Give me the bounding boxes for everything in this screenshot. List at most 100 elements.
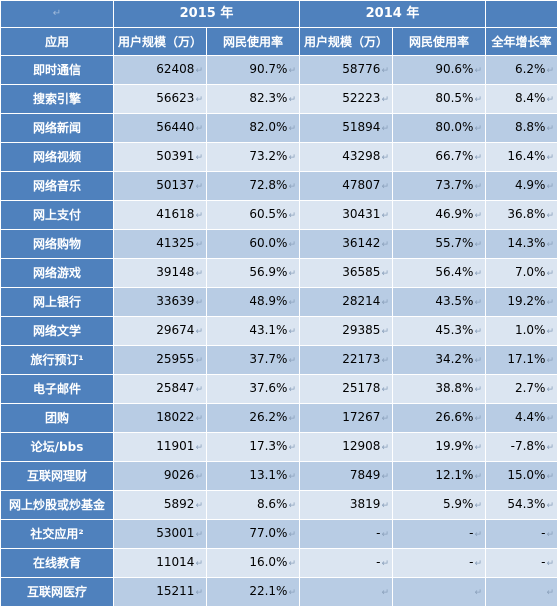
col-header-app: 应用 — [1, 28, 114, 56]
users-2014-cell: 43298↵ — [300, 143, 393, 172]
growth-text: 17.1% — [507, 352, 545, 366]
growth-cell: 15.0%↵ — [486, 462, 557, 491]
rate-2015-text: 56.9% — [249, 265, 287, 279]
paragraph-mark-icon: ↵ — [195, 211, 203, 221]
growth-text: 16.4% — [507, 149, 545, 163]
rate-2014-text: 26.6% — [435, 410, 473, 424]
users-2015-cell: 41618↵ — [114, 201, 207, 230]
rate-2014-text: - — [469, 555, 473, 569]
users-2015-text: 15211 — [156, 584, 194, 598]
paragraph-mark-icon: ↵ — [288, 414, 296, 424]
users-2014-cell: 7849↵ — [300, 462, 393, 491]
users-2015-cell: 56440↵ — [114, 114, 207, 143]
paragraph-mark-icon: ↵ — [474, 298, 482, 308]
rate-2014-cell: 26.6%↵ — [393, 404, 486, 433]
rate-2015-cell: 60.0%↵ — [207, 230, 300, 259]
paragraph-mark-icon: ↵ — [546, 559, 554, 569]
rate-2014-cell: -↵ — [393, 520, 486, 549]
users-2014-text: 36585 — [342, 265, 380, 279]
users-2015-text: 25955 — [156, 352, 194, 366]
users-2014-cell: 22173↵ — [300, 346, 393, 375]
rate-2014-text: 66.7% — [435, 149, 473, 163]
app-name-cell: 论坛/bbs — [1, 433, 114, 462]
users-2014-text: 25178 — [342, 381, 380, 395]
rate-2014-text: 55.7% — [435, 236, 473, 250]
paragraph-mark-icon: ↵ — [288, 559, 296, 569]
rate-2014-text: 45.3% — [435, 323, 473, 337]
growth-cell: 8.8%↵ — [486, 114, 557, 143]
app-name-cell: 电子邮件 — [1, 375, 114, 404]
rate-2015-cell: 60.5%↵ — [207, 201, 300, 230]
paragraph-mark-icon: ↵ — [474, 211, 482, 221]
users-2014-cell: 30431↵ — [300, 201, 393, 230]
users-2015-cell: 29674↵ — [114, 317, 207, 346]
users-2014-cell: 28214↵ — [300, 288, 393, 317]
rate-2014-cell: 90.6%↵ — [393, 56, 486, 85]
growth-text: 19.2% — [507, 294, 545, 308]
users-2015-text: 39148 — [156, 265, 194, 279]
rate-2015-cell: 82.0%↵ — [207, 114, 300, 143]
paragraph-mark-icon: ↵ — [546, 356, 554, 366]
users-2014-cell: 25178↵ — [300, 375, 393, 404]
users-2015-text: 41618 — [156, 207, 194, 221]
paragraph-mark-icon: ↵ — [288, 211, 296, 221]
rate-2014-cell: 80.5%↵ — [393, 85, 486, 114]
rate-2015-cell: 90.7%↵ — [207, 56, 300, 85]
col-header-users-2015: 用户规模（万） — [114, 28, 207, 56]
col-header-rate-2015: 网民使用率 — [207, 28, 300, 56]
paragraph-mark-icon: ↵ — [546, 414, 554, 424]
app-name-text: 网上支付 — [33, 208, 81, 222]
users-2015-cell: 56623↵ — [114, 85, 207, 114]
paragraph-mark-icon: ↵ — [195, 501, 203, 511]
rate-2014-cell: 73.7%↵ — [393, 172, 486, 201]
growth-text: -7.8% — [511, 439, 546, 453]
paragraph-mark-icon: ↵ — [195, 559, 203, 569]
paragraph-mark-icon: ↵ — [474, 414, 482, 424]
growth-text: 4.4% — [515, 410, 546, 424]
growth-cell: 19.2%↵ — [486, 288, 557, 317]
paragraph-mark-icon: ↵ — [195, 443, 203, 453]
app-name-text: 团购 — [45, 411, 69, 425]
growth-cell: 2.7%↵ — [486, 375, 557, 404]
app-name-text: 旅行预订¹ — [30, 353, 83, 367]
users-2015-cell: 15211↵ — [114, 578, 207, 607]
paragraph-mark-icon: ↵ — [288, 472, 296, 482]
rate-2014-text: 46.9% — [435, 207, 473, 221]
growth-text: 14.3% — [507, 236, 545, 250]
rate-2015-text: 37.7% — [249, 352, 287, 366]
year-2015-header: 2015 年 — [114, 1, 300, 28]
paragraph-mark-icon: ↵ — [381, 501, 389, 511]
paragraph-mark-icon: ↵ — [381, 414, 389, 424]
paragraph-mark-icon: ↵ — [546, 66, 554, 76]
paragraph-mark-icon: ↵ — [546, 385, 554, 395]
paragraph-mark-icon: ↵ — [474, 385, 482, 395]
rate-2015-text: 77.0% — [249, 526, 287, 540]
rate-2015-text: 16.0% — [249, 555, 287, 569]
paragraph-mark-icon: ↵ — [381, 588, 389, 598]
rate-2014-text: 34.2% — [435, 352, 473, 366]
rate-2014-cell: 46.9%↵ — [393, 201, 486, 230]
users-2014-cell: 47807↵ — [300, 172, 393, 201]
app-name-cell: 社交应用² — [1, 520, 114, 549]
app-name-text: 网上炒股或炒基金 — [9, 498, 105, 512]
app-name-cell: 网上支付 — [1, 201, 114, 230]
rate-2015-cell: 17.3%↵ — [207, 433, 300, 462]
paragraph-mark-icon: ↵ — [195, 66, 203, 76]
rate-2015-text: 48.9% — [249, 294, 287, 308]
rate-2015-text: 22.1% — [249, 584, 287, 598]
users-2015-cell: 33639↵ — [114, 288, 207, 317]
rate-2015-text: 90.7% — [249, 62, 287, 76]
paragraph-mark-icon: ↵ — [546, 269, 554, 279]
paragraph-mark-icon: ↵ — [288, 443, 296, 453]
users-2015-cell: 53001↵ — [114, 520, 207, 549]
app-name-cell: 在线教育 — [1, 549, 114, 578]
year-2014-header: 2014 年 — [300, 1, 486, 28]
rate-2014-cell: 80.0%↵ — [393, 114, 486, 143]
